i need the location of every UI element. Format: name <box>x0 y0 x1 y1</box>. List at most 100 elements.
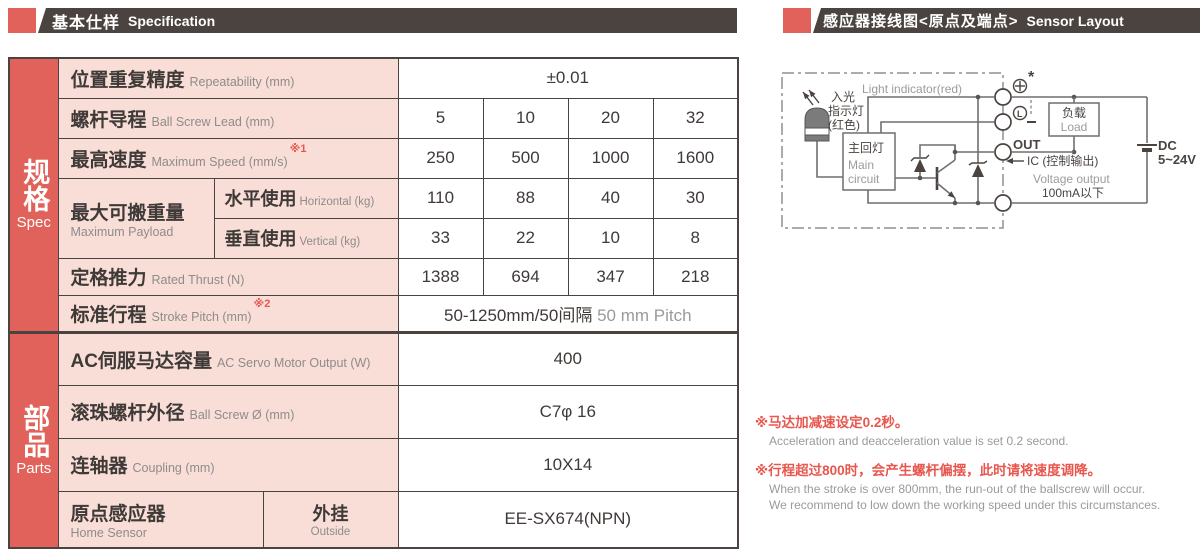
table-row: 螺杆导程 Ball Screw Lead (mm) 5 10 20 32 <box>9 97 739 139</box>
emitter-arrow-icon <box>947 191 955 198</box>
table-row: 滚珠螺杆外径 Ball Screw Ø (mm) C7φ 16 <box>9 384 739 439</box>
note-2-en-line2: We recommend to low down the working spe… <box>769 498 1161 512</box>
minus-terminal <box>994 194 1012 212</box>
row-speed-label: 最高速度 Maximum Speed (mm/s)※1 <box>57 137 399 179</box>
table-row: 最高速度 Maximum Speed (mm/s)※1 250 500 1000 … <box>9 137 739 179</box>
dc-voltage-label: 5~24V <box>1158 152 1196 167</box>
asterisk-mark: * <box>1028 69 1035 86</box>
l-symbol-letter: L <box>1017 109 1023 119</box>
note-2-zh: ※行程超过800时，会产生螺杆偏摆，此时请将速度调降。 <box>755 463 1102 478</box>
row-speed-value-1: 500 <box>482 137 569 179</box>
section-spec-en: Spec <box>16 214 51 232</box>
table-row: 连轴器 Coupling (mm) 10X14 <box>9 437 739 492</box>
section-spec: 规格 Spec <box>8 57 59 333</box>
row-horizontal-value-1: 88 <box>482 177 569 219</box>
junction-dot <box>975 200 981 206</box>
led-indicator-icon <box>804 107 830 142</box>
section-parts: 部品 Parts <box>8 330 59 549</box>
row-speed-value-2: 1000 <box>567 137 654 179</box>
load-label-zh: 负载 <box>1062 106 1086 120</box>
zener2-cathode-bar <box>968 160 988 166</box>
ic-output-label: IC (控制输出) <box>1027 153 1098 168</box>
note-2-en-line1: When the stroke is over 800mm, the run-o… <box>769 482 1146 496</box>
row-motor-label: AC伺服马达容量 AC Servo Motor Output (W) <box>57 330 399 386</box>
l-symbol-icon <box>1012 105 1028 121</box>
section-spec-zh: 规格 <box>19 158 50 213</box>
row-stroke-label: 标准行程 Stroke Pitch (mm)※2 <box>57 294 399 333</box>
row-lead-value-1: 10 <box>482 97 569 139</box>
spec-title-en: Specification <box>128 12 216 29</box>
table-row: 标准行程 Stroke Pitch (mm)※2 50-1250mm/50间隔 5… <box>9 294 739 333</box>
row-coupling-label: 连轴器 Coupling (mm) <box>57 437 399 492</box>
spec-header-bar: 基本仕样 Specification <box>8 8 737 33</box>
table-row: 部品 Parts AC伺服马达容量 AC Servo Motor Output (… <box>8 330 739 549</box>
row-vertical-value-0: 33 <box>397 217 484 259</box>
led-band <box>804 127 830 136</box>
main-circuit-box <box>842 132 896 191</box>
junction-dot <box>952 200 958 206</box>
table-row: 定格推力 Rated Thrust (N) 1388 694 347 218 <box>9 257 739 296</box>
row-lead-label: 螺杆导程 Ball Screw Lead (mm) <box>57 97 399 139</box>
junction-dot <box>952 149 958 155</box>
sensor-layout-header-bar: 感应器接线图<原点及端点> Sensor Layout <box>783 8 1200 33</box>
red-accent-square <box>783 8 811 33</box>
junction-dot <box>975 94 981 100</box>
row-lead-value-2: 20 <box>567 97 654 139</box>
plus-terminal <box>994 88 1012 106</box>
light-indicator-label-en: Light indicator(red) <box>862 82 962 96</box>
dc-label: DC <box>1158 138 1177 153</box>
out-terminal <box>994 143 1012 161</box>
row-repeatability-value: ±0.01 <box>397 57 739 99</box>
section-parts-en: Parts <box>16 459 52 477</box>
out-label: OUT <box>1013 137 1041 152</box>
row-vertical-value-1: 22 <box>482 217 569 259</box>
row-repeatability-label: 位置重复精度 Repeatability (mm) <box>57 57 399 99</box>
current-limit-label: 100mA以下 <box>1042 186 1104 200</box>
footnote-mark-2: ※2 <box>253 298 271 311</box>
sensor-layout-title: 感应器接线图<原点及端点> Sensor Layout <box>813 8 1200 33</box>
row-vertical-label: 垂直使用 Vertical (kg) <box>213 217 399 259</box>
main-circuit-label-en2: circuit <box>848 172 880 186</box>
junction-dot <box>917 175 923 181</box>
footnote-mark-1: ※1 <box>289 143 307 156</box>
row-horizontal-value-3: 30 <box>652 177 739 219</box>
row-motor-value: 400 <box>397 330 739 386</box>
voltage-output-label: Voltage output <box>1033 172 1110 186</box>
row-vertical-value-3: 8 <box>652 217 739 259</box>
row-home-sensor-sublabel: 外挂 Outside <box>262 490 399 549</box>
row-screw-label: 滚珠螺杆外径 Ball Screw Ø (mm) <box>57 384 399 439</box>
row-thrust-value-1: 694 <box>482 257 569 296</box>
sensor-boundary-box <box>781 72 1004 229</box>
light-indicator-label-zh1: 入光 <box>831 90 855 104</box>
main-circuit-label-zh: 主回灯 <box>848 141 884 155</box>
l-terminal <box>994 113 1012 131</box>
plus-symbol-icon <box>1012 78 1028 94</box>
row-thrust-value-2: 347 <box>567 257 654 296</box>
row-lead-value-0: 5 <box>397 97 484 139</box>
l-terminal-wire <box>880 121 994 133</box>
red-accent-square <box>8 8 36 33</box>
sensor-wiring-diagram: 入光 指示灯 (红色) Light indicator(red) 主回灯 Mai… <box>781 69 1196 229</box>
ground-rail-wire <box>867 190 994 204</box>
row-speed-value-3: 1600 <box>652 137 739 179</box>
ic-arrow-icon <box>1006 158 1013 164</box>
zener1-diode-icon <box>914 159 926 172</box>
led-lead-wire <box>816 141 843 178</box>
plus-rail-wire <box>867 96 994 133</box>
load-label-en: Load <box>1061 120 1088 134</box>
row-speed-value-0: 250 <box>397 137 484 179</box>
main-circuit-label-en1: Main <box>848 158 874 172</box>
sensor-title-zh: 感应器接线图<原点及端点> <box>823 13 1019 30</box>
transistor-collector <box>936 159 956 174</box>
note-1-zh: ※马达加减速设定0.2秒。 <box>755 415 909 430</box>
row-coupling-value: 10X14 <box>397 437 739 492</box>
row-lead-value-3: 32 <box>652 97 739 139</box>
row-thrust-value-3: 218 <box>652 257 739 296</box>
row-home-sensor-label: 原点感应器 Home Sensor <box>57 490 264 549</box>
row-horizontal-value-0: 110 <box>397 177 484 219</box>
table-row: 规格 Spec 位置重复精度 Repeatability (mm) ±0.01 <box>8 57 739 333</box>
row-stroke-value: 50-1250mm/50间隔 50 mm Pitch <box>397 294 739 333</box>
footnotes: ※马达加减速设定0.2秒。 Acceleration and deacceler… <box>755 401 1200 513</box>
note-1-en: Acceleration and deacceleration value is… <box>769 434 1069 448</box>
section-parts-zh: 部品 <box>19 403 50 458</box>
